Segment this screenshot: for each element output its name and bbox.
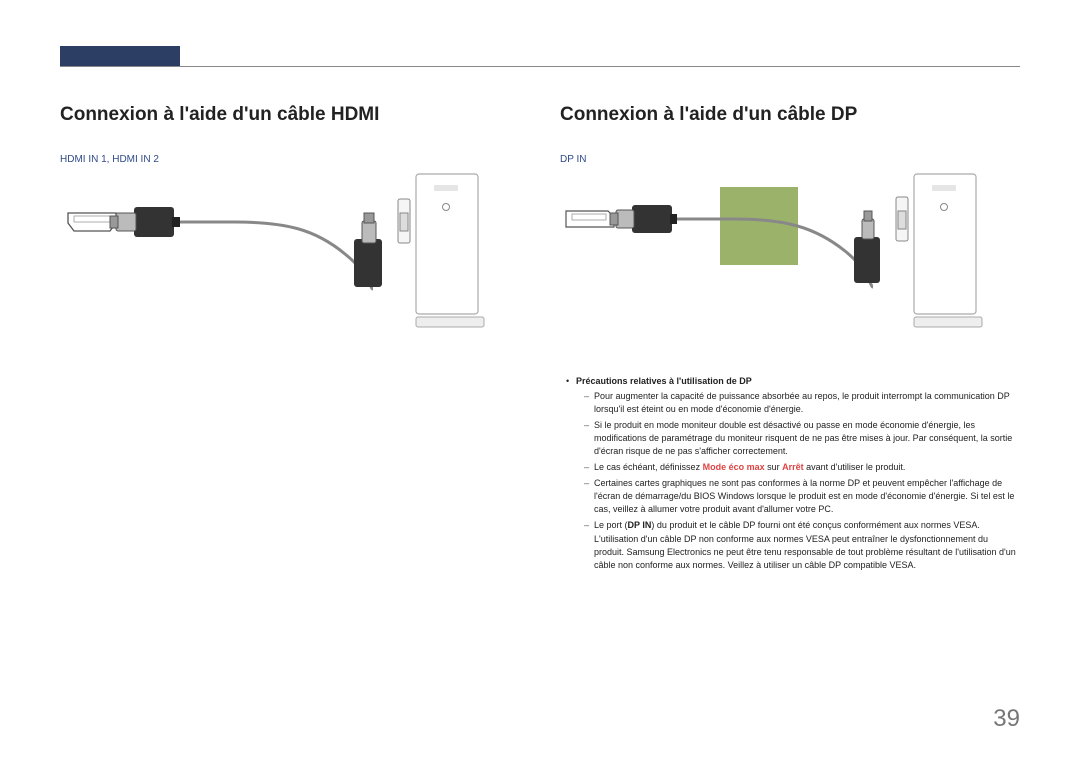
- dp-note-5-post: Samsung Electronics ne peut être tenu re…: [594, 547, 1016, 570]
- dp-port-label: DP IN: [560, 154, 1020, 165]
- dp-note-3-val: Arrêt: [782, 462, 804, 472]
- dp-note-3-pre: Le cas échéant, définissez: [594, 462, 703, 472]
- hdmi-diagram: [60, 169, 500, 339]
- dp-note-2: Si le produit en mode moniteur double es…: [584, 419, 1020, 458]
- brand-bar: [60, 46, 180, 66]
- dp-section-title: Connexion à l'aide d'un câble DP: [560, 104, 1020, 126]
- dp-diagram: [560, 169, 1000, 339]
- manual-page: Connexion à l'aide d'un câble HDMI HDMI …: [0, 0, 1080, 763]
- dp-accent-block: [720, 187, 798, 265]
- dp-note-3-mode: Mode éco max: [703, 462, 765, 472]
- dp-note-3: Le cas échéant, définissez Mode éco max …: [584, 461, 1020, 474]
- dp-note-1: Pour augmenter la capacité de puissance …: [584, 390, 1020, 416]
- dp-note-5: Le port (DP IN) du produit et le câble D…: [584, 519, 1020, 571]
- page-number: 39: [993, 705, 1020, 733]
- dp-note-5-pre: Le port (: [594, 520, 628, 530]
- top-rule: [60, 66, 1020, 67]
- dp-note-3-post: avant d'utiliser le produit.: [804, 462, 906, 472]
- dp-diagram-svg: [560, 169, 1000, 329]
- dp-notes-heading: Précautions relatives à l'utilisation de…: [576, 376, 752, 386]
- right-column: Connexion à l'aide d'un câble DP DP IN: [560, 56, 1020, 575]
- hdmi-port-label: HDMI IN 1, HDMI IN 2: [60, 154, 520, 165]
- left-column: Connexion à l'aide d'un câble HDMI HDMI …: [60, 56, 520, 339]
- dp-note-4: Certaines cartes graphiques ne sont pas …: [584, 477, 1020, 516]
- dp-note-5-dpin: DP IN: [628, 520, 652, 530]
- hdmi-section-title: Connexion à l'aide d'un câble HDMI: [60, 104, 520, 126]
- hdmi-diagram-svg: [60, 169, 500, 329]
- dp-notes: Précautions relatives à l'utilisation de…: [560, 375, 1020, 572]
- dp-notes-heading-item: Précautions relatives à l'utilisation de…: [566, 375, 1020, 572]
- dp-note-3-mid: sur: [765, 462, 783, 472]
